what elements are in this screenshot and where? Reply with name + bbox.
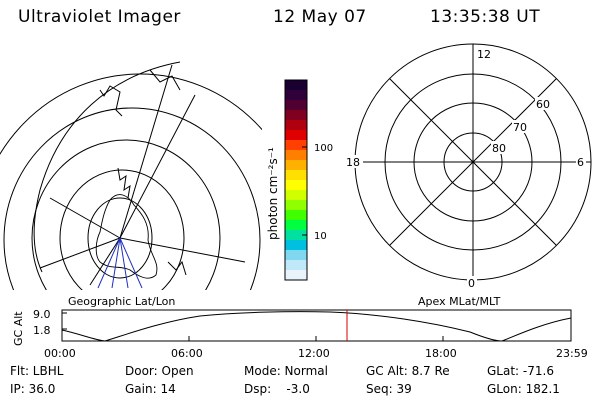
colorbar-tick-100: 100 bbox=[314, 143, 333, 154]
xtick-label-1: 06:00 bbox=[171, 347, 203, 360]
lat-circle bbox=[87, 197, 153, 279]
color-scale-band bbox=[285, 220, 307, 231]
gc-alt-status: GC Alt: 8.7 Re bbox=[366, 364, 450, 378]
color-scale-band bbox=[285, 120, 307, 131]
color-scale-band bbox=[285, 100, 307, 111]
coastline bbox=[99, 85, 123, 117]
xtick-label-0: 00:00 bbox=[44, 347, 76, 360]
coastline bbox=[149, 69, 181, 91]
altitude-plot bbox=[61, 309, 572, 342]
color-scale-band bbox=[285, 110, 307, 121]
meridian bbox=[89, 237, 121, 286]
mlat-label-60: 60 bbox=[536, 98, 550, 111]
seq-status: Seq: 39 bbox=[366, 382, 412, 396]
lat-circle bbox=[0, 73, 262, 156]
color-scale-band bbox=[285, 250, 307, 261]
meridian bbox=[119, 237, 246, 263]
footprint-lines bbox=[97, 237, 143, 289]
footprint-line bbox=[119, 237, 143, 289]
color-scale-band bbox=[285, 80, 307, 91]
peninsula-coastline bbox=[117, 167, 131, 199]
color-scale-band bbox=[285, 130, 307, 141]
mlt-label-0: 0 bbox=[468, 277, 475, 290]
mlt-label-12: 12 bbox=[477, 48, 491, 61]
mlat-label-80: 80 bbox=[492, 142, 506, 155]
color-scale-band bbox=[285, 140, 307, 151]
lat-circle bbox=[3, 107, 261, 290]
color-scale-band bbox=[285, 160, 307, 171]
ytick-label-top: 9.0 bbox=[33, 308, 51, 321]
geographic-map bbox=[0, 61, 262, 290]
mode-status: Mode: Normal bbox=[244, 364, 328, 378]
color-scale-band bbox=[285, 260, 307, 271]
lat-circle bbox=[31, 139, 221, 290]
altitude-curve bbox=[61, 311, 572, 342]
color-scale-band bbox=[285, 190, 307, 201]
xtick-label-3: 18:00 bbox=[425, 347, 457, 360]
color-scale-band bbox=[285, 210, 307, 221]
glat-status: GLat: -71.6 bbox=[487, 364, 554, 378]
apex-caption: Apex MLat/MLT bbox=[418, 295, 501, 308]
door-status: Door: Open bbox=[125, 364, 194, 378]
lat-circle bbox=[59, 169, 185, 290]
color-scale-band bbox=[285, 90, 307, 101]
date-label: 12 May 07 bbox=[273, 7, 367, 27]
earth-limb bbox=[33, 61, 181, 273]
color-scale-band bbox=[285, 180, 307, 191]
filter-status: Flt: LBHL bbox=[10, 364, 64, 378]
color-scale-frame bbox=[284, 79, 308, 281]
footprint-line bbox=[97, 237, 121, 289]
apex-polar-grid bbox=[354, 43, 592, 281]
mlt-line-diagonal bbox=[389, 78, 557, 246]
meridian bbox=[119, 64, 173, 239]
color-scale-band bbox=[285, 170, 307, 181]
dsp-status: Dsp: -3.0 bbox=[244, 382, 310, 396]
meridian bbox=[49, 197, 121, 239]
colorbar-label: photon cm⁻²s⁻¹ bbox=[266, 147, 280, 240]
ytick-label-bottom: 1.8 bbox=[33, 324, 51, 337]
meridian bbox=[39, 237, 121, 269]
colorbar-tick-10: 10 bbox=[314, 231, 327, 242]
instrument-title: Ultraviolet Imager bbox=[18, 7, 181, 27]
footprint-line bbox=[111, 237, 121, 289]
ip-status: IP: 36.0 bbox=[10, 382, 56, 396]
mlt-label-18: 18 bbox=[346, 156, 360, 169]
geographic-caption: Geographic Lat/Lon bbox=[68, 295, 175, 308]
mlat-label-70: 70 bbox=[513, 121, 527, 134]
meridian bbox=[119, 94, 196, 239]
time-label: 13:35:38 UT bbox=[430, 7, 541, 27]
color-scale-band bbox=[285, 270, 307, 281]
coastline bbox=[167, 260, 187, 276]
footprint-line bbox=[119, 237, 129, 289]
color-scale-bar bbox=[285, 80, 307, 281]
mlt-label-6: 6 bbox=[577, 156, 584, 169]
xtick-label-2: 12:00 bbox=[298, 347, 330, 360]
antarctica-coastline bbox=[95, 194, 158, 279]
glon-status: GLon: 182.1 bbox=[487, 382, 560, 396]
color-scale-band bbox=[285, 240, 307, 251]
color-scale-band bbox=[285, 230, 307, 241]
color-scale-band bbox=[285, 150, 307, 161]
color-scale-band bbox=[285, 200, 307, 211]
xtick-label-4: 23:59 bbox=[556, 347, 588, 360]
altitude-ylabel: GC Alt bbox=[12, 311, 25, 346]
gain-status: Gain: 14 bbox=[125, 382, 176, 396]
